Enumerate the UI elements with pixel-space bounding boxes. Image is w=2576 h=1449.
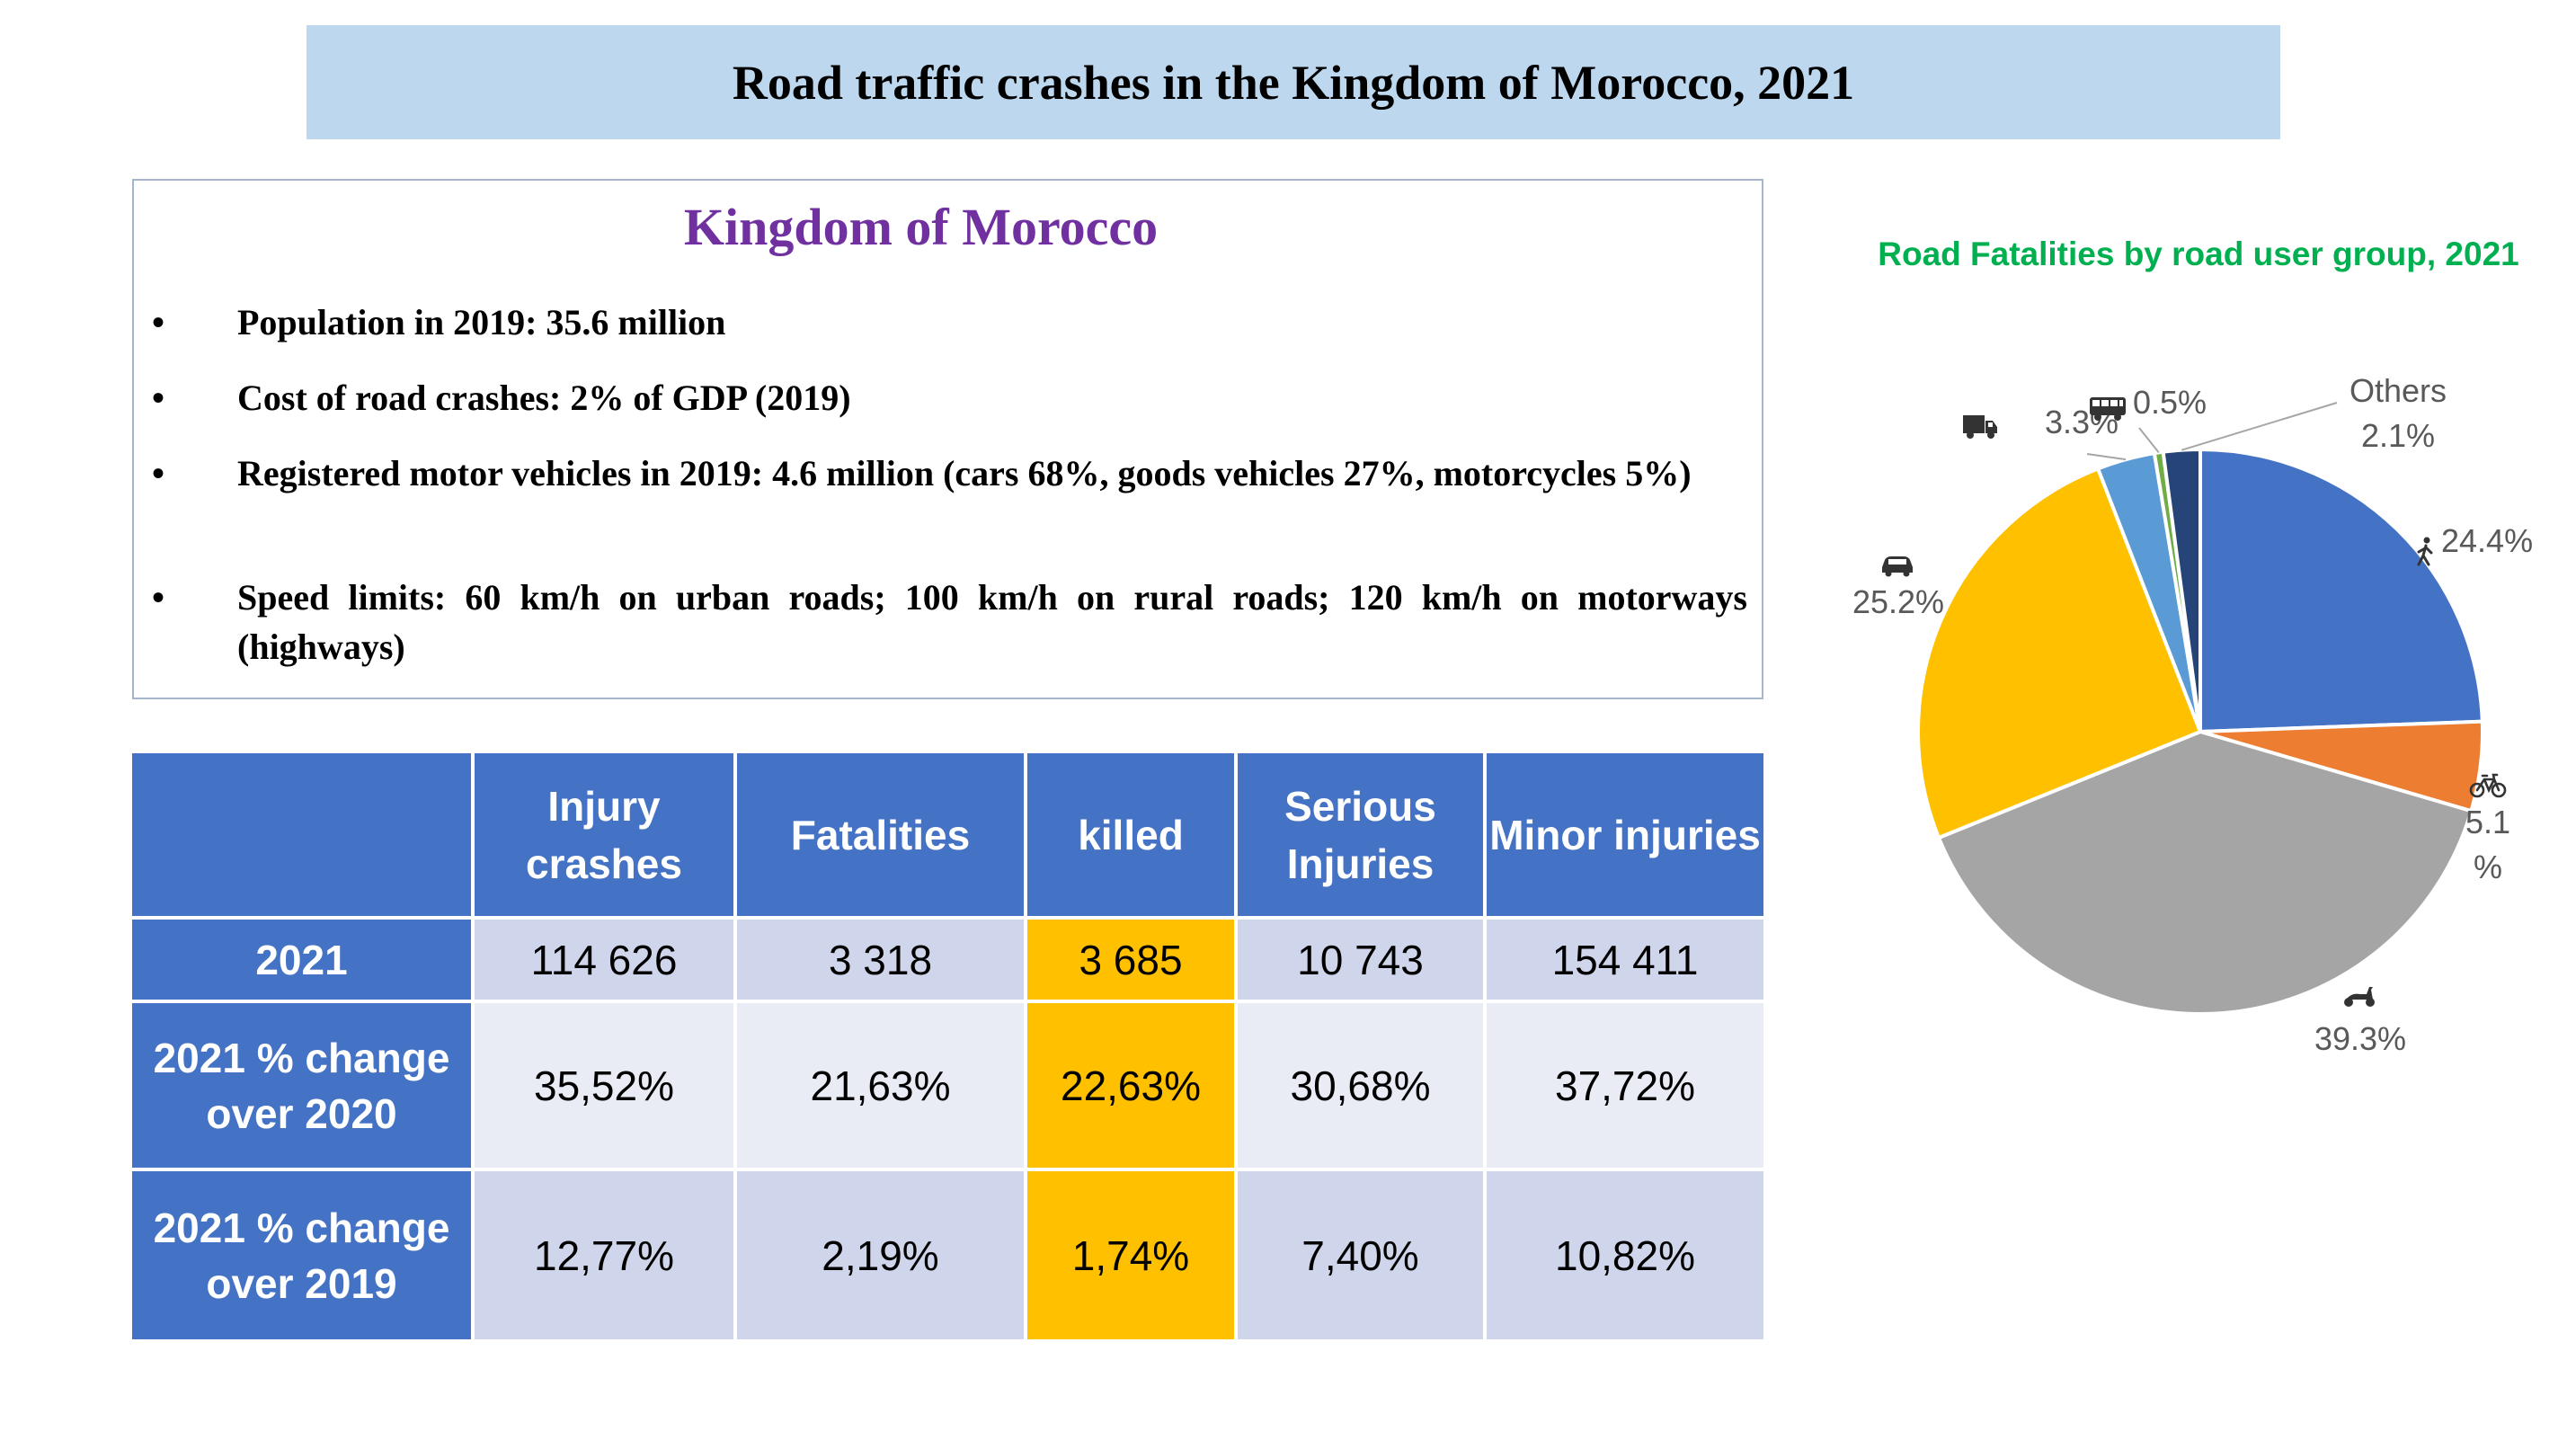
table-header-cell <box>132 753 475 920</box>
table-cell: 10 743 <box>1238 920 1487 1003</box>
table-cell-highlighted: 22,63% <box>1027 1003 1238 1171</box>
pie-leader-lines <box>2086 402 2338 461</box>
table-cell-highlighted: 1,74% <box>1027 1171 1238 1339</box>
bullet: • <box>152 302 165 342</box>
pie-slice <box>2198 447 2484 734</box>
bullet: • <box>152 577 165 618</box>
table-header-cell: Fatalities <box>737 753 1027 920</box>
table-cell: 35,52% <box>475 1003 737 1171</box>
pie-slice-name: Others <box>2349 372 2447 409</box>
table-cell: 114 626 <box>475 920 737 1003</box>
table-cell: 154 411 <box>1487 920 1763 1003</box>
row-label: 2021 % change over 2020 <box>132 1003 475 1171</box>
table-cell: 30,68% <box>1238 1003 1487 1171</box>
table-row: 2021 % change over 2019 12,77% 2,19% 1,7… <box>132 1171 1763 1339</box>
table-header-cell: Minor injuries <box>1487 753 1763 920</box>
pie-leader-line <box>2181 402 2338 451</box>
pie-data-label: 24.4% <box>2441 522 2533 559</box>
table-header-row: Injury crashes Fatalities killed Serious… <box>132 753 1763 920</box>
pie-data-label: 5.1% <box>2465 804 2510 885</box>
table-header-cell: Serious Injuries <box>1238 753 1487 920</box>
row-label: 2021 % change over 2019 <box>132 1171 475 1339</box>
bullet: • <box>152 378 165 418</box>
table-cell: 2,19% <box>737 1171 1027 1339</box>
pie-slices <box>1916 447 2484 1016</box>
table-header-cell: Injury crashes <box>475 753 737 920</box>
table-cell-highlighted: 3 685 <box>1027 920 1238 1003</box>
table-header-cell: killed <box>1027 753 1238 920</box>
table-row: 2021 114 626 3 318 3 685 10 743 154 411 <box>132 920 1763 1003</box>
country-info-box: Kingdom of Morocco • Population in 2019:… <box>132 179 1763 699</box>
table-cell: 21,63% <box>737 1003 1027 1171</box>
pie-data-label: 0.5% <box>2133 384 2207 421</box>
title-banner: Road traffic crashes in the Kingdom of M… <box>306 25 2280 139</box>
table-cell: 12,77% <box>475 1171 737 1339</box>
pie-data-label: 25.2% <box>1852 583 1944 620</box>
stats-table: Injury crashes Fatalities killed Serious… <box>132 753 1763 1339</box>
car-icon <box>1882 556 1913 577</box>
pie-leader-line <box>2086 453 2127 461</box>
pie-leader-line <box>2138 427 2160 454</box>
info-text: Cost of road crashes: 2% of GDP (2019) <box>237 378 851 418</box>
table-cell: 7,40% <box>1238 1171 1487 1339</box>
table-cell: 37,72% <box>1487 1003 1763 1171</box>
table-cell: 10,82% <box>1487 1171 1763 1339</box>
table-cell: 3 318 <box>737 920 1027 1003</box>
pedestrian-icon <box>2417 536 2433 566</box>
pie-slice <box>1916 466 2203 840</box>
row-label: 2021 <box>132 920 475 1003</box>
info-text: Registered motor vehicles in 2019: 4.6 m… <box>237 453 1692 493</box>
bullet: • <box>152 453 165 493</box>
info-text: Speed limits: 60 km/h on urban roads; 10… <box>237 577 1747 667</box>
truck-icon <box>1963 415 1997 439</box>
info-text: Population in 2019: 35.6 million <box>237 302 726 342</box>
pie-slice <box>1936 729 2474 1016</box>
table-row: 2021 % change over 2020 35,52% 21,63% 22… <box>132 1003 1763 1171</box>
pie-data-label: 2.1% <box>2361 417 2435 454</box>
page-title: Road traffic crashes in the Kingdom of M… <box>732 55 1855 110</box>
info-heading: Kingdom of Morocco <box>683 198 1159 256</box>
pie-data-label: 39.3% <box>2314 1020 2406 1057</box>
pie-chart-title: Road Fatalities by road user group, 2021 <box>1878 236 2519 272</box>
scooter-icon <box>2344 987 2375 1007</box>
